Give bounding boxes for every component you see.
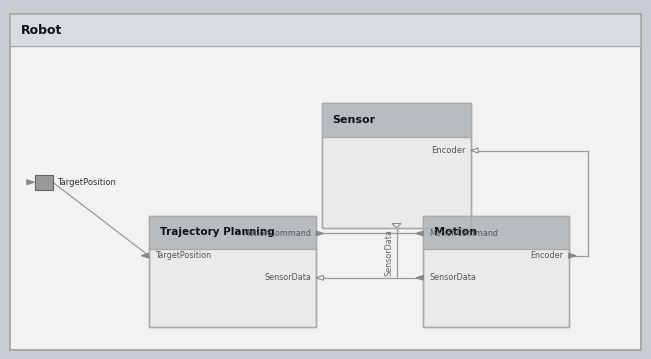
Polygon shape [416,231,423,236]
Text: Sensor: Sensor [333,115,376,125]
FancyBboxPatch shape [10,14,641,350]
FancyBboxPatch shape [423,216,568,327]
Polygon shape [471,148,478,153]
Text: MotionCommand: MotionCommand [430,229,499,238]
Text: SensorData: SensorData [430,273,477,282]
FancyBboxPatch shape [322,103,471,137]
Polygon shape [316,275,324,280]
Text: MotionCommand: MotionCommand [242,229,311,238]
Polygon shape [316,231,324,236]
Polygon shape [141,253,148,258]
Polygon shape [416,275,423,280]
Polygon shape [568,253,576,258]
Text: Encoder: Encoder [431,146,465,155]
FancyBboxPatch shape [423,216,568,249]
Polygon shape [392,224,401,228]
Text: TargetPosition: TargetPosition [57,178,116,187]
Text: TargetPosition: TargetPosition [155,251,211,260]
Text: Trajectory Planning: Trajectory Planning [160,227,275,237]
FancyBboxPatch shape [10,14,641,46]
FancyBboxPatch shape [148,216,316,327]
Text: Motion: Motion [434,227,477,237]
Text: Encoder: Encoder [531,251,564,260]
Polygon shape [27,180,35,185]
Text: SensorData: SensorData [385,229,393,276]
FancyBboxPatch shape [35,175,53,190]
FancyBboxPatch shape [322,103,471,228]
FancyBboxPatch shape [148,216,316,249]
Text: SensorData: SensorData [264,273,311,282]
Text: Robot: Robot [21,24,62,37]
